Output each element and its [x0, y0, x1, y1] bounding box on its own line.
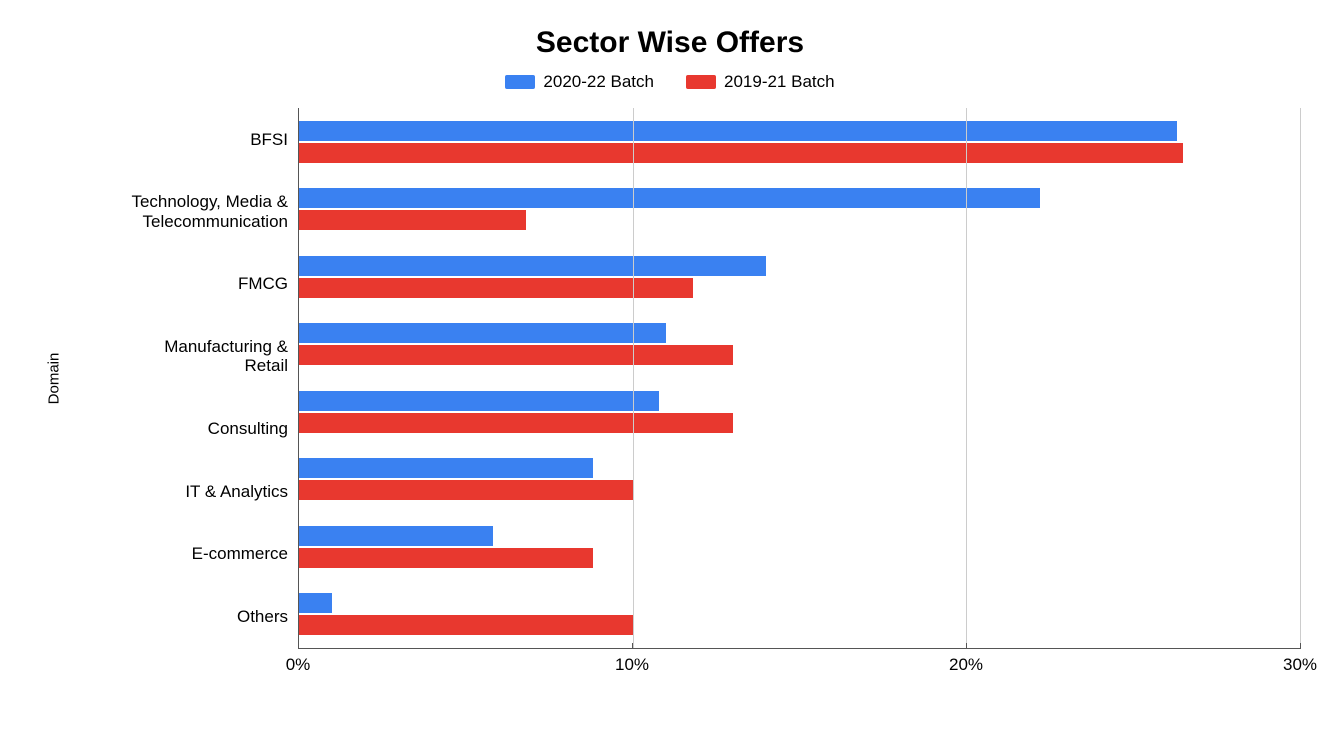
- x-tick-label: 30%: [1283, 655, 1317, 675]
- bar: [299, 210, 526, 230]
- x-tick: [632, 643, 633, 649]
- bar-group: [299, 458, 1300, 500]
- x-tick: [966, 643, 967, 649]
- bar-group: [299, 188, 1300, 230]
- bar: [299, 391, 659, 411]
- x-axis: 0%10%20%30%: [298, 648, 1300, 682]
- chart-title: Sector Wise Offers: [40, 26, 1300, 60]
- y-label-2: FMCG: [238, 274, 288, 294]
- y-label-1: Technology, Media & Telecommunication: [131, 192, 288, 231]
- bar: [299, 413, 733, 433]
- x-tick-label: 0%: [286, 655, 311, 675]
- y-label-3: Manufacturing & Retail: [164, 337, 288, 376]
- y-label-4: Consulting: [208, 419, 288, 439]
- y-axis-title-wrap: Domain: [40, 108, 68, 648]
- bar: [299, 256, 766, 276]
- legend-label-1: 2019-21 Batch: [724, 72, 835, 92]
- x-tick-label: 10%: [615, 655, 649, 675]
- plot-area: [298, 108, 1300, 648]
- bar: [299, 526, 493, 546]
- legend-item-series-1: 2019-21 Batch: [686, 72, 835, 92]
- bar-group: [299, 121, 1300, 163]
- bar: [299, 593, 332, 613]
- bar: [299, 323, 666, 343]
- bar: [299, 480, 633, 500]
- legend-label-0: 2020-22 Batch: [543, 72, 654, 92]
- bar-group: [299, 391, 1300, 433]
- gridline: [1300, 108, 1301, 648]
- bar: [299, 143, 1183, 163]
- bar: [299, 121, 1177, 141]
- legend-item-series-0: 2020-22 Batch: [505, 72, 654, 92]
- bar: [299, 188, 1040, 208]
- y-label-7: Others: [237, 607, 288, 627]
- bar-group: [299, 323, 1300, 365]
- bars-layer: [299, 108, 1300, 648]
- y-axis-labels: BFSI Technology, Media & Telecommunicati…: [68, 108, 298, 648]
- bar: [299, 548, 593, 568]
- bar-group: [299, 256, 1300, 298]
- legend-swatch-0: [505, 75, 535, 89]
- bar: [299, 278, 693, 298]
- bar: [299, 345, 733, 365]
- bar-group: [299, 593, 1300, 635]
- bar: [299, 615, 633, 635]
- gridline: [966, 108, 967, 648]
- y-label-6: E-commerce: [192, 544, 288, 564]
- bar-group: [299, 526, 1300, 568]
- x-tick: [298, 643, 299, 649]
- gridline: [299, 108, 300, 648]
- y-axis-title: Domain: [46, 352, 63, 404]
- y-label-5: IT & Analytics: [185, 482, 288, 502]
- chart-legend: 2020-22 Batch 2019-21 Batch: [40, 72, 1300, 92]
- gridline: [633, 108, 634, 648]
- legend-swatch-1: [686, 75, 716, 89]
- bar: [299, 458, 593, 478]
- x-tick: [1300, 643, 1301, 649]
- plot-outer: Domain BFSI Technology, Media & Telecomm…: [40, 108, 1300, 648]
- x-tick-label: 20%: [949, 655, 983, 675]
- y-label-0: BFSI: [250, 130, 288, 150]
- sector-offers-chart: Sector Wise Offers 2020-22 Batch 2019-21…: [0, 0, 1340, 742]
